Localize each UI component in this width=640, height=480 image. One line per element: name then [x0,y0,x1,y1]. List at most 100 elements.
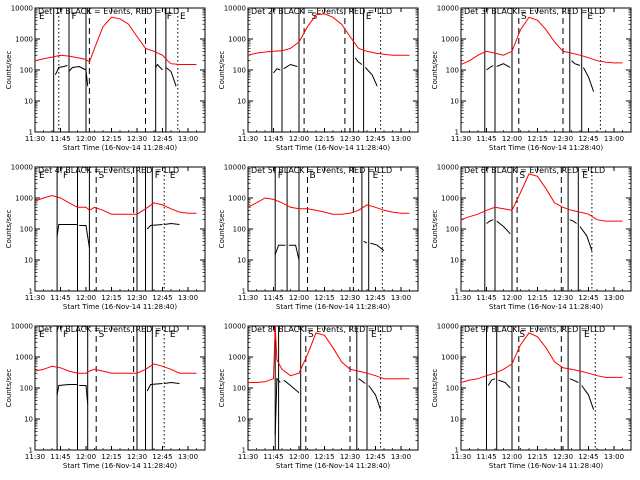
y-axis-title: Counts/sec [5,369,13,408]
events-series-line [486,219,494,224]
x-tick-label: 11:45 [50,294,70,302]
time-marker-label: F [63,330,68,340]
x-tick-label: 12:30 [340,453,360,461]
x-tick-label: 13:00 [178,453,198,461]
y-axis-title: Counts/sec [218,369,226,408]
x-tick-label: 11:45 [263,294,283,302]
events-series-line [582,67,595,92]
y-tick-label: 10000 [11,164,33,172]
y-axis-title: Counts/sec [431,369,439,408]
x-tick-label: 13:00 [604,294,624,302]
panel-title: Det 2f BLACK = Events, RED = LLD [251,7,392,16]
x-tick-label: 12:30 [553,453,573,461]
panel-title: Det 3f BLACK = Events, RED = LLD [464,7,605,16]
x-tick-label: 11:45 [263,453,283,461]
y-tick-label: 1 [29,288,33,296]
x-tick-label: 11:30 [451,453,471,461]
time-marker-label: F [155,330,160,340]
x-tick-label: 11:45 [476,294,496,302]
x-axis-title: Start Time (16-Nov-14 11:28:40) [489,144,603,152]
x-tick-label: 12:30 [127,294,147,302]
events-series-line [146,383,163,392]
y-axis-title: Counts/sec [431,210,439,249]
y-tick-label: 100 [233,385,246,393]
panel-title: Det 8f BLACK = Events, RED = LLD [251,325,392,334]
x-tick-label: 12:45 [152,294,172,302]
y-tick-label: 1 [242,447,246,455]
x-tick-label: 12:45 [578,135,598,143]
time-marker-label: E [170,330,176,340]
events-series-line [283,63,298,70]
panel-title: Det 5f BLACK = Events, RED = LLD [251,166,392,175]
events-series-line [354,57,363,65]
y-tick-label: 100 [446,67,459,75]
y-tick-label: 10 [24,257,33,265]
x-axis-title: Start Time (16-Nov-14 11:28:40) [63,303,177,311]
y-tick-label: 100 [233,226,246,234]
y-tick-label: 1000 [15,195,33,203]
lld-series-line [248,197,410,215]
lld-series-line [461,16,623,65]
y-axis-title: Counts/sec [218,51,226,90]
time-marker-label: E [180,12,186,22]
y-tick-label: 10000 [11,5,33,13]
y-tick-label: 100 [20,385,33,393]
y-tick-label: 1000 [228,354,246,362]
events-series-line [487,378,496,386]
x-tick-label: 11:30 [25,453,45,461]
x-tick-label: 12:00 [289,294,309,302]
events-series-line [164,222,180,225]
lld-series-line [248,326,410,383]
time-marker-label: E [587,12,593,22]
y-tick-label: 1000 [441,36,459,44]
y-axis-title: Counts/sec [431,51,439,90]
x-tick-label: 12:45 [578,453,598,461]
lld-series-line [461,173,623,222]
events-series-line [54,65,68,76]
x-tick-label: 12:00 [289,453,309,461]
x-tick-label: 13:00 [391,453,411,461]
y-tick-label: 10000 [224,5,246,13]
lld-series-line [35,16,197,65]
x-tick-label: 12:15 [314,294,334,302]
x-tick-label: 12:15 [527,135,547,143]
detector-panel: Det 7f BLACK = Events, RED = LLD 1 10 100 10… [5,323,206,470]
y-tick-label: 10 [450,257,459,265]
events-series-line [68,65,89,87]
y-tick-label: 1 [242,288,246,296]
x-tick-label: 12:30 [340,135,360,143]
x-tick-label: 12:45 [365,453,385,461]
x-tick-label: 12:00 [76,453,96,461]
x-axis-title: Start Time (16-Nov-14 11:28:40) [489,462,603,470]
events-series-line [579,226,593,251]
x-tick-label: 13:00 [178,294,198,302]
y-tick-label: 1 [242,129,246,137]
events-series-line [364,67,378,87]
y-tick-label: 10 [24,98,33,106]
y-tick-label: 10000 [224,323,246,331]
x-tick-label: 12:45 [152,453,172,461]
y-axis-title: Counts/sec [218,210,226,249]
x-tick-label: 12:30 [127,135,147,143]
events-series-line [370,242,385,252]
time-marker-label: E [39,12,45,22]
x-tick-label: 13:00 [604,135,624,143]
y-axis-title: Counts/sec [5,51,13,90]
y-tick-label: 10000 [437,5,459,13]
plot-frame [34,166,206,292]
x-tick-label: 12:15 [527,294,547,302]
time-marker-label: E [582,171,588,181]
detector-panel: Det 4f BLACK = Events, RED = LLD 1 10 100 10… [5,164,206,311]
events-series-line [79,385,89,405]
x-tick-label: 11:45 [263,135,283,143]
time-marker-label: F [63,171,68,181]
events-series-line [56,224,78,236]
events-series-line [496,63,511,68]
x-tick-label: 13:00 [391,135,411,143]
time-marker-label: S [98,171,104,181]
x-tick-label: 12:00 [289,135,309,143]
x-tick-label: 12:45 [578,294,598,302]
x-tick-label: 11:30 [25,135,45,143]
y-tick-label: 100 [233,67,246,75]
x-tick-label: 12:15 [314,453,334,461]
